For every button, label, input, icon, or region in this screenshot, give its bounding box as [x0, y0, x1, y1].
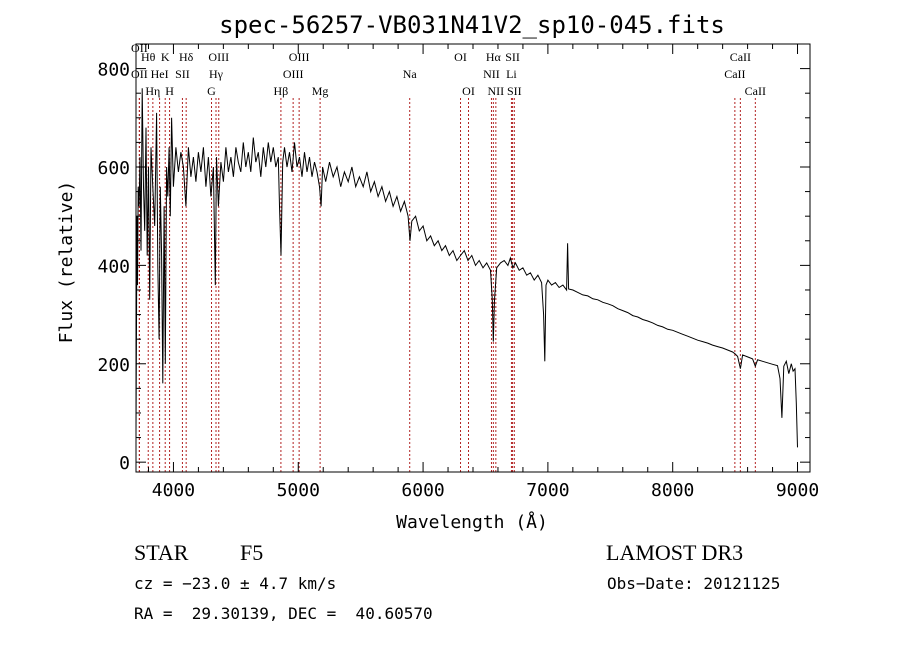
- x-tick-label-0: 4000: [152, 480, 195, 501]
- line-label-1: Hθ: [141, 50, 156, 64]
- line-label-0: OII: [131, 67, 148, 81]
- y-tick-label-0: 0: [119, 453, 130, 474]
- line-label-8: Hδ: [179, 50, 194, 64]
- redshift-velocity: cz = −23.0 ± 4.7 km/s: [134, 574, 337, 593]
- line-label-16: Na: [403, 67, 418, 81]
- object-class: STAR: [134, 540, 189, 565]
- line-label-5: K: [161, 50, 170, 64]
- line-label-18: OI: [462, 84, 475, 98]
- line-label-25: CaII: [730, 50, 751, 64]
- survey-name: LAMOST DR3: [606, 540, 744, 565]
- y-tick-label-4: 800: [97, 60, 130, 81]
- line-label-22: SII: [505, 50, 520, 64]
- observation-date: Obs−Date: 20121125: [607, 574, 781, 593]
- line-label-3: Hη: [145, 84, 160, 98]
- y-axis: 0 200 400 600 800: [97, 60, 810, 474]
- line-label-4: HeI: [151, 67, 169, 81]
- line-label-6: SII: [175, 67, 190, 81]
- line-label-23: Li: [506, 67, 517, 81]
- y-tick-label-2: 400: [97, 256, 130, 277]
- line-label-13: OIII: [289, 50, 310, 64]
- line-label-10: Hγ: [209, 67, 224, 81]
- chart-title: spec-56257-VB031N41V2_sp10-045.fits: [219, 11, 725, 39]
- line-label-20: NII: [483, 67, 500, 81]
- line-label-2: OII: [131, 41, 148, 55]
- x-tick-label-1: 5000: [277, 480, 320, 501]
- spectrum-line: [135, 88, 798, 448]
- line-label-12: Hβ: [274, 84, 289, 98]
- x-tick-label-4: 8000: [651, 480, 694, 501]
- line-label-21: NII: [488, 84, 505, 98]
- line-label-14: OIII: [283, 67, 304, 81]
- y-axis-label: Flux (relative): [56, 181, 77, 344]
- line-label-7: H: [165, 84, 174, 98]
- object-subclass: F5: [240, 540, 264, 565]
- x-tick-label-2: 6000: [401, 480, 444, 501]
- y-tick-label-1: 200: [97, 355, 130, 376]
- y-tick-label-3: 600: [97, 158, 130, 179]
- line-label-24: SII: [507, 84, 522, 98]
- x-tick-label-3: 7000: [526, 480, 569, 501]
- line-label-19: Hα: [486, 50, 502, 64]
- line-label-26: CaII: [724, 67, 745, 81]
- spectrum-chart: spec-56257-VB031N41V2_sp10-045.fits OIIH…: [56, 11, 819, 533]
- x-tick-label-5: 9000: [776, 480, 819, 501]
- line-label-9: OIII: [208, 50, 229, 64]
- sky-coordinates: RA = 29.30139, DEC = 40.60570: [134, 604, 433, 623]
- x-axis-label: Wavelength (Å): [396, 511, 548, 533]
- line-label-17: OI: [454, 50, 467, 64]
- x-axis: 4000 5000 6000 7000 8000 9000: [147, 44, 819, 501]
- line-label-15: Mg: [312, 84, 329, 98]
- line-label-11: G: [207, 84, 216, 98]
- line-label-27: CaII: [745, 84, 766, 98]
